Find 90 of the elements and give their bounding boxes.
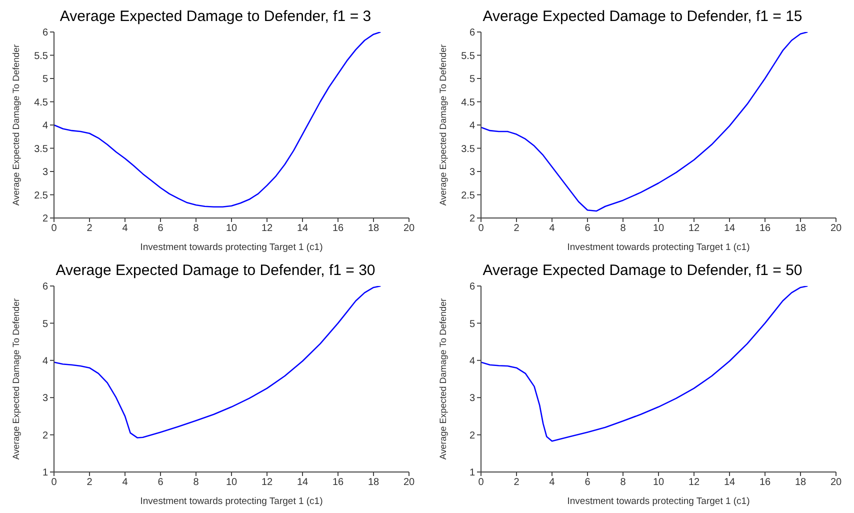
x-tick-label: 20	[403, 477, 415, 488]
x-tick-label: 4	[122, 223, 128, 234]
x-tick-label: 4	[122, 477, 128, 488]
y-tick-label: 4	[469, 356, 476, 367]
x-tick-label: 8	[193, 223, 200, 234]
line-series	[481, 32, 808, 212]
y-tick-label: 2	[469, 214, 476, 225]
x-tick-label: 18	[794, 477, 806, 488]
x-tick-label: 6	[584, 223, 591, 234]
x-tick-label: 8	[620, 477, 626, 488]
x-tick-label: 20	[403, 223, 415, 234]
x-tick-label: 0	[478, 477, 484, 488]
y-tick-label: 6	[42, 282, 48, 293]
chart-title: Average Expected Damage to Defender, f1 = 30	[56, 262, 376, 280]
x-tick-label: 14	[724, 223, 736, 234]
x-tick-label: 12	[688, 477, 700, 488]
y-axis-title: Average Expected Damage To Defender	[11, 298, 22, 460]
y-tick-label: 5.5	[34, 50, 48, 62]
x-tick-label: 16	[332, 477, 344, 488]
y-tick-label: 4	[42, 356, 48, 367]
x-tick-label: 8	[193, 477, 200, 488]
x-tick-label: 18	[368, 477, 380, 488]
y-tick-label: 5	[469, 318, 476, 330]
chart-title: Average Expected Damage to Defender, f1 = 3	[60, 8, 372, 26]
x-tick-label: 10	[226, 477, 238, 488]
x-tick-label: 10	[652, 477, 664, 488]
x-tick-label: 14	[296, 477, 308, 488]
y-tick-label: 3.5	[461, 144, 476, 155]
x-tick-label: 14	[296, 223, 308, 234]
x-tick-label: 20	[830, 477, 842, 488]
x-tick-label: 6	[158, 477, 164, 488]
y-tick-label: 4	[42, 120, 48, 132]
y-tick-label: 2.5	[34, 190, 48, 202]
y-axis-title: Average Expected Damage To Defender	[438, 44, 448, 206]
x-tick-label: 12	[261, 477, 273, 488]
x-tick-label: 10	[652, 223, 664, 234]
y-tick-label: 4.5	[461, 97, 476, 108]
x-tick-label: 4	[549, 477, 556, 488]
y-tick-label: 1	[469, 468, 476, 479]
y-tick-label: 2	[42, 430, 48, 442]
y-tick-label: 5	[42, 74, 48, 86]
chart-title: Average Expected Damage to Defender, f1 = 50	[482, 262, 802, 280]
y-axis-title: Average Expected Damage To Defender	[11, 44, 22, 206]
y-tick-label: 5	[42, 318, 48, 330]
x-tick-label: 2	[86, 223, 93, 234]
x-tick-label: 18	[368, 223, 380, 234]
x-tick-label: 16	[759, 223, 771, 234]
x-tick-label: 8	[620, 223, 626, 234]
y-tick-label: 2.5	[461, 190, 476, 202]
y-tick-label: 2	[42, 214, 48, 225]
x-tick-label: 6	[584, 477, 591, 488]
y-tick-label: 6	[469, 282, 476, 293]
y-tick-label: 4.5	[34, 97, 48, 108]
x-tick-label: 0	[51, 477, 58, 488]
line-series	[481, 286, 808, 442]
x-tick-label: 14	[724, 477, 736, 488]
x-axis-title: Investment towards protecting Target 1 (c1)	[140, 496, 323, 507]
y-tick-label: 3	[469, 393, 476, 404]
x-tick-label: 12	[688, 223, 700, 234]
y-tick-label: 5	[469, 74, 476, 86]
x-tick-label: 0	[51, 223, 58, 234]
x-axis-title: Investment towards protecting Target 1 (c1)	[140, 242, 323, 253]
x-axis-title: Investment towards protecting Target 1 (c1)	[567, 496, 750, 507]
x-tick-label: 0	[478, 223, 484, 234]
x-tick-label: 10	[226, 223, 238, 234]
y-tick-label: 5.5	[461, 50, 476, 62]
y-tick-label: 3.5	[34, 144, 48, 155]
y-tick-label: 6	[469, 28, 476, 39]
y-tick-label: 1	[42, 468, 48, 479]
x-tick-label: 2	[86, 477, 93, 488]
y-tick-label: 3	[469, 167, 476, 178]
y-tick-label: 4	[469, 120, 476, 132]
line-series	[54, 286, 382, 438]
y-tick-label: 3	[42, 167, 48, 178]
line-series	[54, 32, 382, 208]
x-tick-label: 20	[830, 223, 842, 234]
x-tick-label: 4	[549, 223, 556, 234]
x-tick-label: 16	[332, 223, 344, 234]
y-tick-label: 6	[42, 28, 48, 39]
chart-title: Average Expected Damage to Defender, f1 = 15	[482, 8, 802, 26]
x-tick-label: 18	[794, 223, 806, 234]
x-tick-label: 6	[158, 223, 164, 234]
x-tick-label: 2	[514, 477, 520, 488]
x-axis-title: Investment towards protecting Target 1 (c1)	[567, 242, 750, 253]
y-tick-label: 3	[42, 393, 48, 404]
x-tick-label: 12	[261, 223, 273, 234]
y-tick-label: 2	[469, 430, 476, 442]
y-axis-title: Average Expected Damage To Defender	[438, 298, 448, 460]
x-tick-label: 16	[759, 477, 771, 488]
x-tick-label: 2	[514, 223, 520, 234]
